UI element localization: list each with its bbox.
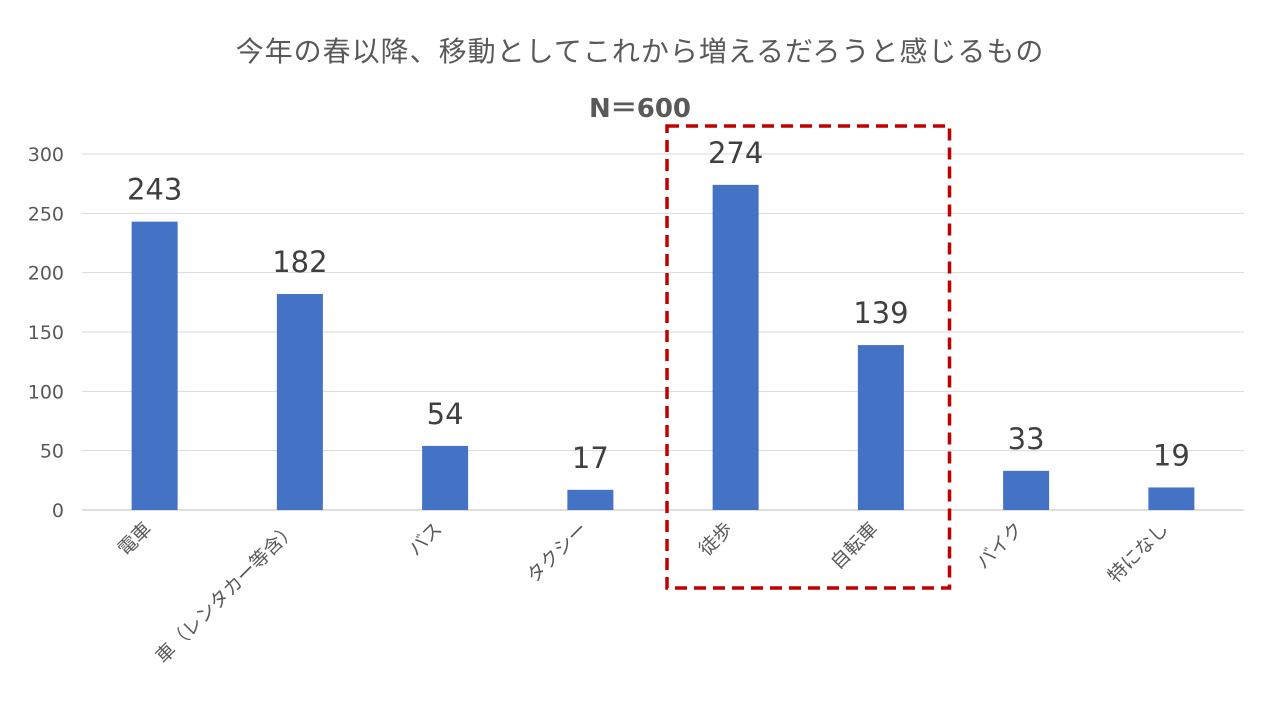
bar [422,445,469,510]
x-tick-label: 電車 [114,518,156,560]
data-labels: 243 182 54 17 274 139 33 19 [127,136,1190,475]
x-tick-label: 徒歩 [695,518,737,560]
gridlines [82,153,1244,511]
y-tick-label: 300 [28,144,64,166]
x-tick-label: 自転車 [827,518,883,574]
bar [276,294,323,510]
chart-title: 今年の春以降、移動としてこれから増えるだろうと感じるもの [235,35,1045,68]
y-tick-label: 100 [28,381,64,403]
x-tick-label: タクシー [523,518,592,587]
bar [1003,470,1050,510]
x-tick-label: バイク [972,518,1028,574]
y-axis-ticks: 0 50 100 150 200 250 300 [28,144,64,522]
bar [712,184,759,510]
y-tick-label: 0 [52,500,64,522]
bars [131,184,1195,510]
data-label: 33 [1008,422,1045,456]
x-tick-label: 車（レンタカー等含） [151,518,301,668]
data-label: 182 [272,245,327,279]
data-label: 19 [1153,438,1190,472]
data-label: 274 [708,136,763,170]
data-label: 139 [853,296,908,330]
highlight-box [665,124,952,590]
bar [567,489,614,510]
bar [131,221,178,510]
y-tick-label: 250 [28,203,64,225]
y-tick-label: 200 [28,263,64,285]
data-label: 54 [427,397,464,431]
highlight-group [665,124,952,590]
data-label: 243 [127,173,182,207]
bar [1148,487,1195,510]
data-label: 17 [572,441,609,475]
bar [857,345,904,510]
x-tick-label: 特になし [1104,518,1173,587]
x-tick-label: バス [404,518,446,560]
chart-subtitle: N＝600 [588,94,692,124]
x-axis-labels: 電車車（レンタカー等含） バス タクシー 徒歩 自転車 バイク 特になし [114,518,1173,668]
y-tick-label: 50 [40,441,64,463]
y-tick-label: 150 [28,322,64,344]
